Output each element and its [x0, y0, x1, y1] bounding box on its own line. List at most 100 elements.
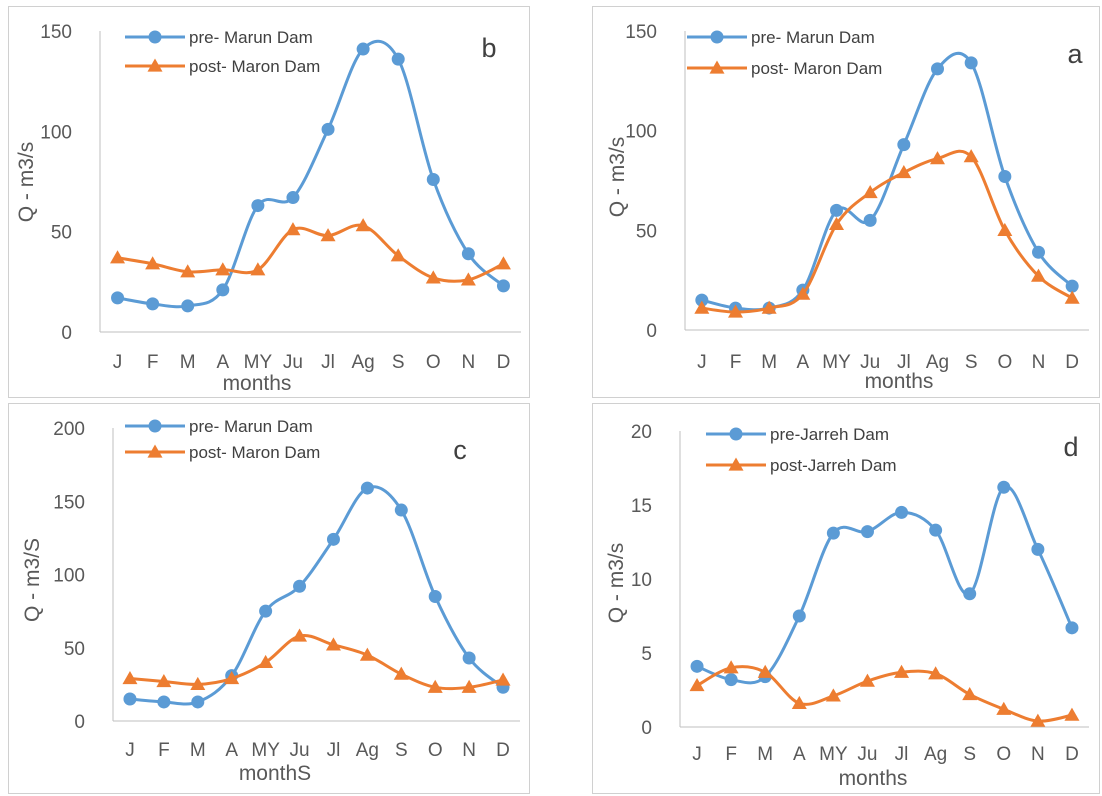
y-tick-label: 5	[641, 644, 652, 665]
data-point-post-M	[180, 264, 196, 278]
data-point-pre-N	[462, 651, 476, 665]
data-point-pre-N	[1032, 245, 1045, 259]
data-point-post-MY	[258, 654, 274, 669]
x-tick-label: D	[1065, 352, 1079, 373]
legend-label-1-a: post- Maron Dam	[751, 59, 882, 78]
data-point-pre-MY	[259, 604, 273, 618]
data-point-post-J	[694, 300, 710, 314]
data-point-pre-S	[394, 503, 408, 517]
data-point-pre-A	[216, 283, 230, 297]
data-point-post-MY	[829, 216, 844, 230]
data-point-post-A	[791, 695, 807, 709]
data-point-post-Jl	[894, 664, 910, 678]
data-point-post-S	[393, 666, 409, 680]
data-point-post-M	[757, 664, 773, 678]
x-tick-label: F	[158, 740, 170, 761]
y-tick-label: 0	[61, 323, 72, 344]
x-tick-label: Jl	[327, 740, 341, 761]
series-line-post-b	[117, 223, 505, 283]
data-point-pre-Ju	[286, 191, 300, 205]
x-tick-label: Ju	[860, 352, 880, 373]
y-tick-label: 100	[53, 566, 85, 587]
x-tick-label: J	[113, 352, 123, 373]
x-tick-label: Ag	[926, 352, 949, 373]
x-tick-label: D	[497, 352, 511, 373]
x-tick-label: MY	[819, 744, 848, 765]
y-tick-label: 50	[51, 223, 72, 244]
series-line-post-d	[696, 665, 1073, 723]
data-point-post-Ju	[292, 628, 308, 642]
data-point-pre-Ag	[360, 481, 374, 495]
y-tick-label: 100	[625, 122, 657, 143]
data-point-post-Jl	[320, 228, 336, 242]
data-point-post-N	[1030, 713, 1046, 727]
data-point-post-S	[962, 686, 978, 701]
x-tick-label: MY	[244, 352, 273, 373]
series-line-post-c	[129, 633, 504, 691]
y-tick-label: 10	[631, 570, 652, 591]
series-line-pre-b	[117, 39, 505, 309]
data-point-post-MY	[250, 262, 266, 276]
legend-marker-1-a	[709, 60, 725, 74]
x-tick-label: Ju	[290, 740, 310, 761]
x-tick-label: N	[1031, 744, 1045, 765]
x-tick-label: O	[996, 744, 1011, 765]
data-point-post-Ag	[359, 647, 375, 661]
x-tick-label: A	[225, 740, 238, 761]
data-point-pre-J	[690, 659, 704, 673]
x-tick-label: Ju	[283, 352, 303, 373]
data-point-pre-O	[998, 170, 1012, 184]
series-line-post-a	[701, 149, 1073, 314]
x-tick-label: A	[216, 352, 229, 373]
x-tick-label: Ag	[356, 740, 379, 761]
data-point-pre-F	[146, 297, 160, 311]
x-tick-label: M	[190, 740, 206, 761]
y-tick-label: 200	[53, 419, 85, 440]
data-point-pre-J	[695, 293, 709, 307]
y-axis-title-b: Q - m3/s	[15, 142, 38, 223]
x-tick-label: F	[730, 352, 742, 373]
data-point-post-J	[110, 250, 126, 264]
data-point-pre-N	[461, 247, 475, 261]
data-point-pre-A	[792, 609, 806, 623]
x-tick-label: D	[496, 740, 510, 761]
data-point-post-O	[425, 270, 441, 284]
data-point-pre-Jl	[895, 505, 909, 519]
y-axis-title-d: Q - m3/s	[605, 543, 628, 624]
x-axis-title-d: months	[839, 767, 908, 790]
panel-label-b: b	[481, 33, 496, 63]
x-tick-label: F	[725, 744, 737, 765]
y-tick-label: 15	[631, 496, 652, 517]
x-tick-label: Ju	[857, 744, 877, 765]
data-point-pre-Ju	[863, 213, 877, 227]
x-tick-label: D	[1065, 744, 1079, 765]
data-point-pre-O	[428, 589, 442, 603]
data-point-pre-D	[496, 279, 510, 293]
legend-label-0-d: pre-Jarreh Dam	[770, 425, 889, 444]
x-tick-label: S	[965, 352, 978, 373]
legend-label-0-b: pre- Marun Dam	[189, 28, 313, 47]
legend-label-1-d: post-Jarreh Dam	[770, 456, 897, 475]
x-tick-label: Jl	[321, 352, 335, 373]
data-point-post-D	[1064, 707, 1080, 721]
data-point-pre-Ag	[356, 42, 370, 56]
x-tick-label: N	[462, 740, 476, 761]
data-point-post-Jl	[896, 165, 912, 179]
data-point-post-D	[1064, 290, 1080, 304]
data-point-post-Ag	[928, 666, 944, 680]
legend-marker-0-d	[729, 427, 743, 441]
y-tick-label: 0	[74, 712, 85, 733]
data-point-pre-Jl	[326, 532, 340, 546]
x-tick-label: J	[697, 352, 707, 373]
y-tick-label: 150	[40, 22, 72, 43]
data-point-pre-D	[1065, 279, 1079, 293]
legend-marker-1-b	[147, 58, 163, 72]
legend-marker-1-c	[147, 444, 163, 458]
data-point-post-Ju	[285, 222, 301, 236]
data-point-pre-S	[964, 56, 978, 70]
panel-label-d: d	[1063, 432, 1078, 462]
data-point-pre-S	[963, 587, 977, 601]
data-point-post-J	[689, 678, 705, 692]
